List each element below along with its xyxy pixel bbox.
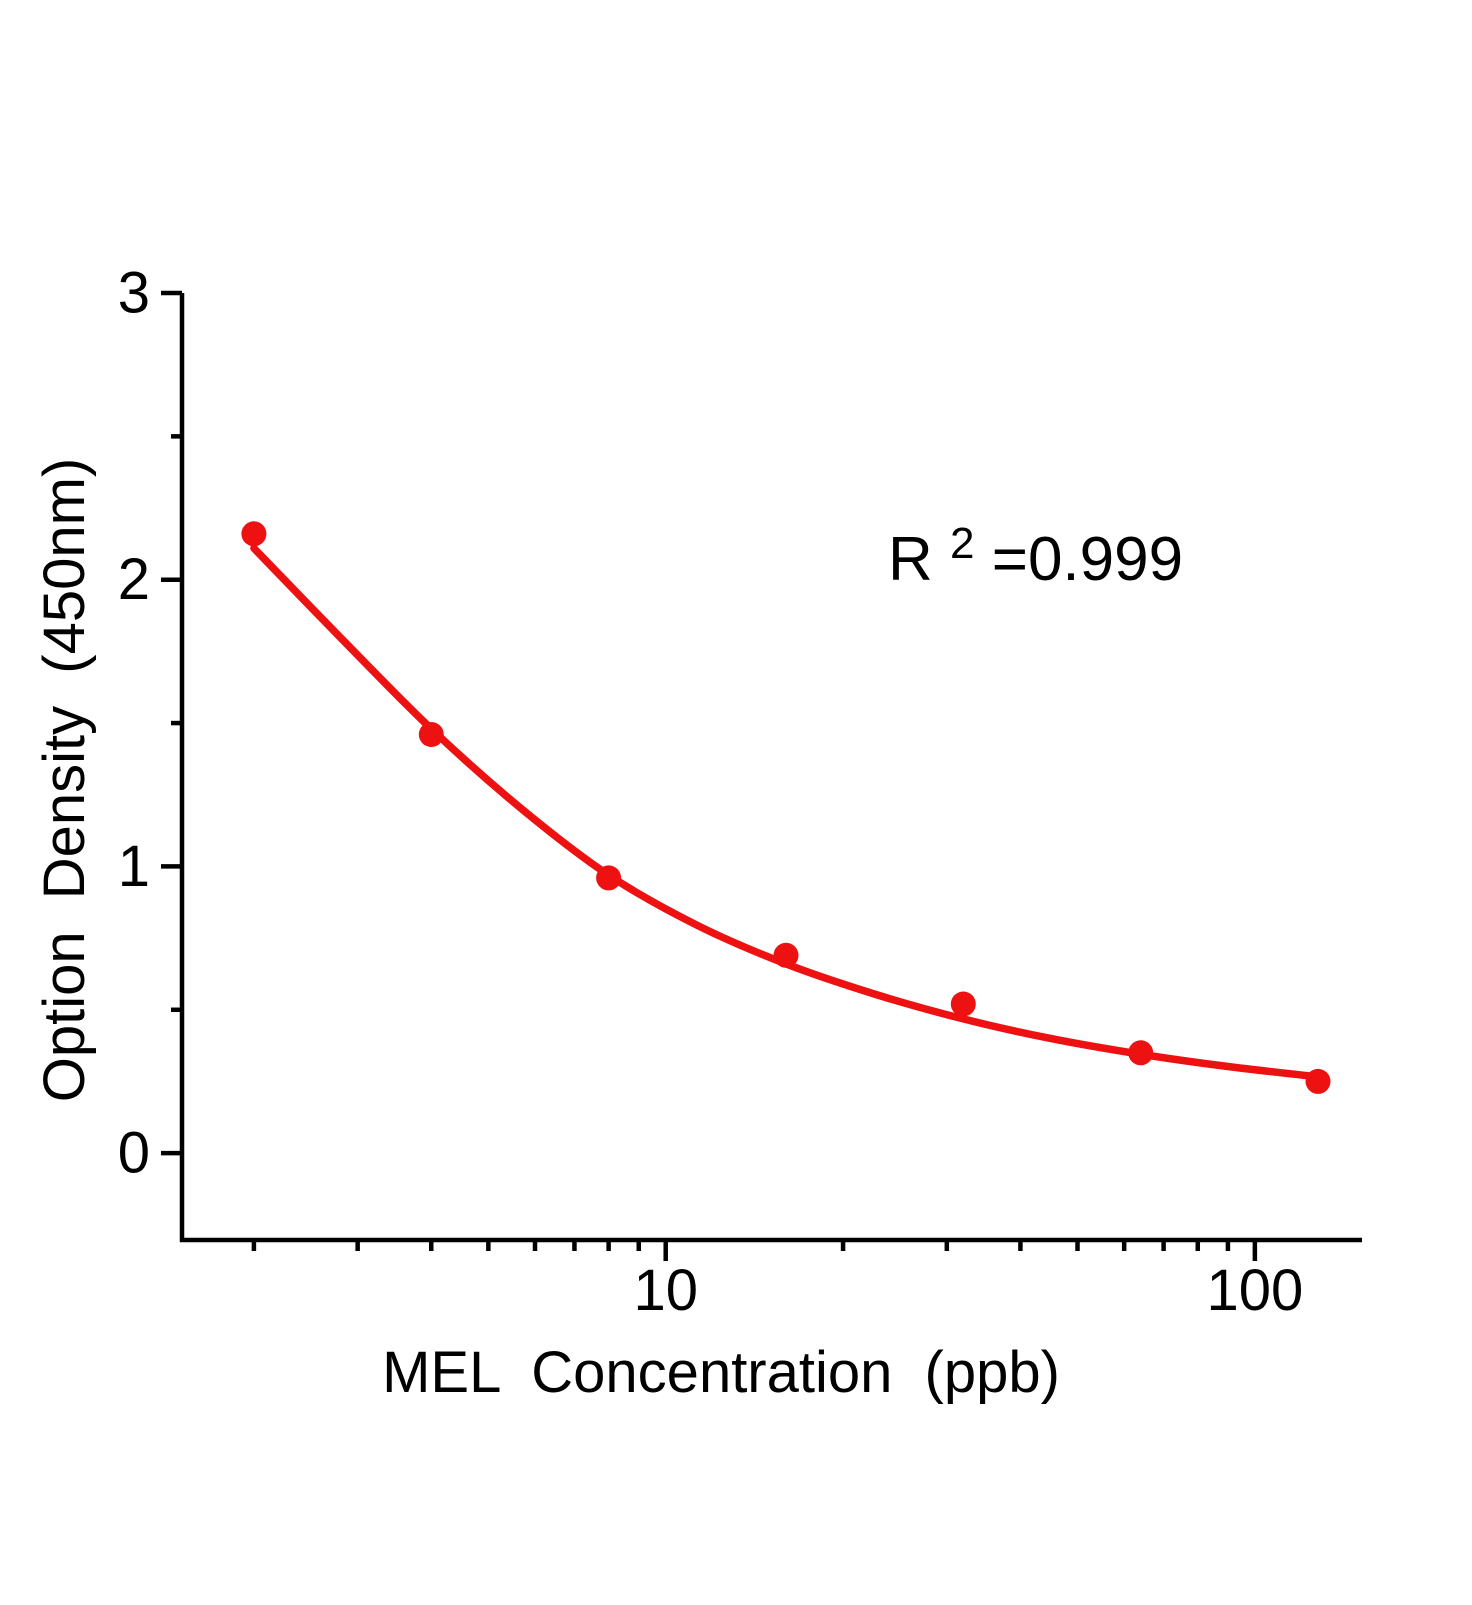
y-tick-label: 2 <box>118 547 150 612</box>
y-tick-label: 3 <box>118 261 150 326</box>
x-tick-labels: 10 100 <box>633 1258 1303 1323</box>
axis-spines <box>179 293 1362 1243</box>
x-major-ticks <box>663 1240 1258 1261</box>
data-point <box>596 865 622 891</box>
data-points <box>241 521 1331 1094</box>
y-major-ticks <box>161 290 182 1156</box>
y-minor-ticks <box>171 434 182 1013</box>
data-point <box>1128 1040 1154 1066</box>
r-squared-base: R <box>888 525 933 594</box>
data-point <box>241 521 267 547</box>
r-squared-exponent: 2 <box>950 519 974 568</box>
fit-curve <box>250 544 1322 1081</box>
data-point <box>418 722 444 747</box>
x-tick-label: 100 <box>1206 1258 1303 1323</box>
x-minor-ticks <box>251 1240 1231 1251</box>
y-axis-label: Option Density (450nm) <box>32 458 97 1102</box>
y-tick-label: 0 <box>118 1121 150 1186</box>
data-point <box>950 991 976 1017</box>
r-squared-annotation: R 2 =0.999 <box>888 503 1183 594</box>
y-tick-label: 1 <box>118 834 150 899</box>
x-axis-label: MEL Concentration (ppb) <box>382 1340 1060 1405</box>
data-point <box>773 942 799 968</box>
data-point <box>1305 1068 1331 1094</box>
y-tick-labels: 0 1 2 3 <box>118 261 150 1186</box>
r-squared-value: =0.999 <box>992 525 1183 594</box>
x-tick-label: 10 <box>633 1258 698 1323</box>
